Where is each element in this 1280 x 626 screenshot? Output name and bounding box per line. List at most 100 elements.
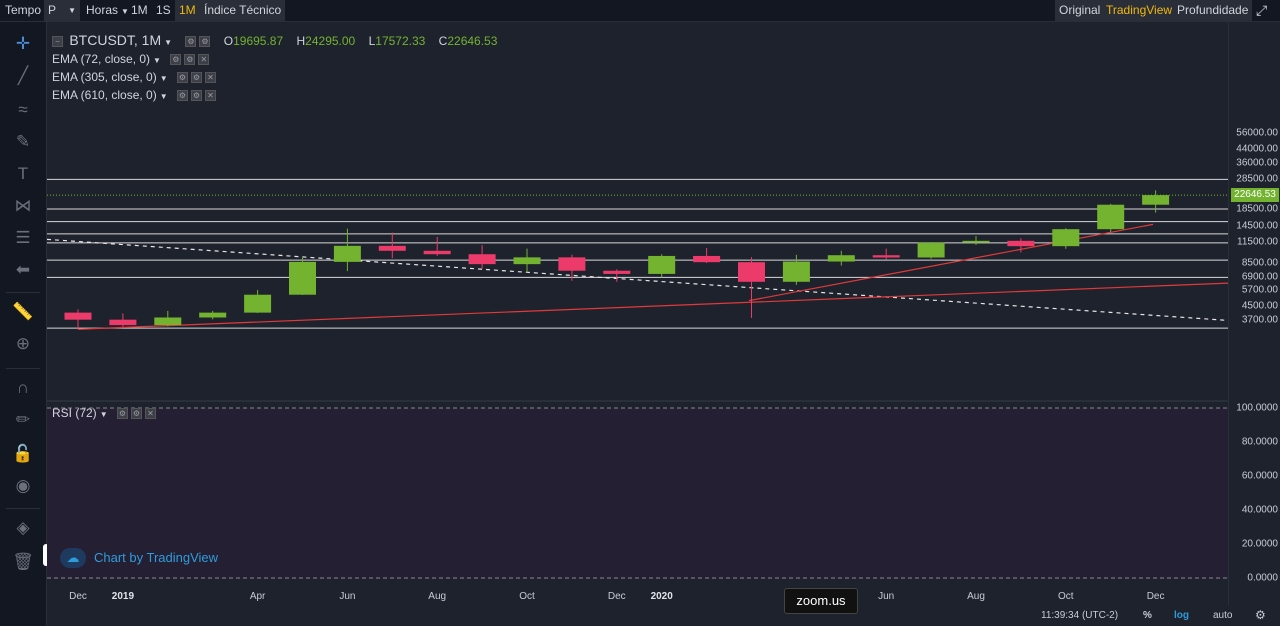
time-tick-label: Apr [249, 591, 266, 602]
time-tick-label: 2020 [650, 591, 673, 602]
chevron-down-icon[interactable]: ▼ [159, 74, 168, 83]
close-icon[interactable]: ✕ [198, 54, 210, 66]
style-select[interactable]: P ▼ [44, 0, 80, 21]
close-icon[interactable]: ✕ [204, 90, 216, 102]
prediction-icon[interactable]: ☰ [15, 228, 31, 247]
chevron-down-icon: ▼ [121, 7, 129, 16]
candle [872, 248, 900, 260]
candle [782, 254, 810, 285]
candle [468, 245, 496, 269]
price-tick-label: 8500.00 [1241, 257, 1278, 268]
candle-body [244, 294, 272, 313]
settings-icon[interactable]: ⚙ [170, 54, 182, 66]
time-tick-label: Dec [1146, 591, 1165, 602]
lock-icon[interactable]: 🔓 [12, 444, 34, 463]
settings-icon[interactable]: ⚙ [116, 408, 128, 420]
candle [693, 247, 721, 264]
toolbar-divider [6, 368, 40, 369]
view-original-button[interactable]: Original [1055, 0, 1105, 21]
time-axis[interactable]: Dec2019AprJunAugOctDec2020AprJunAugOctDe… [47, 587, 1228, 607]
source-icon[interactable]: ⚙ [130, 408, 142, 420]
rsi-tick-label: 0.0000 [1247, 572, 1278, 584]
ema-legend-610[interactable]: EMA (610, close, 0) ▼ ⚙ ⚙ ✕ [52, 88, 216, 102]
layers-icon[interactable]: ◈ [16, 518, 30, 537]
candle [244, 289, 272, 313]
time-tick-label: Aug [967, 591, 985, 602]
price-tick-label: 18500.00 [1236, 203, 1278, 215]
candle-body [648, 255, 676, 274]
pattern-icon[interactable]: ⋈ [14, 196, 32, 215]
magnet-icon[interactable]: ∩ [16, 378, 30, 397]
settings-icon[interactable]: ⚙ [176, 72, 188, 84]
interval-dropdown[interactable]: Horas ▼ [86, 3, 129, 17]
text-icon[interactable]: T [17, 164, 29, 183]
candle-body [109, 319, 137, 326]
candle-body [289, 261, 316, 295]
fullscreen-icon[interactable]: ⤢ [1256, 2, 1268, 18]
settings-icon[interactable]: ⚙ [1255, 608, 1266, 622]
indicators-button[interactable]: Índice Técnico [200, 0, 286, 21]
ruler-icon[interactable]: 📏 [12, 302, 34, 321]
panel-collapse-handle[interactable] [43, 544, 49, 566]
candle [1097, 203, 1125, 232]
candle-body [872, 255, 900, 258]
tradingview-attribution[interactable]: ☁ Chart by TradingView [60, 548, 218, 568]
interval-1month-button[interactable]: 1M [175, 0, 200, 21]
candle-body [378, 245, 406, 251]
collapse-icon[interactable]: − [52, 36, 63, 48]
close-icon[interactable]: ✕ [144, 408, 156, 420]
candle-body [1097, 204, 1125, 230]
ema-legend-305[interactable]: EMA (305, close, 0) ▼ ⚙ ⚙ ✕ [52, 70, 216, 84]
chart-pane[interactable]: − BTCUSDT, 1M ▼ ⚙ ⚙ O19695.87 H24295.00 L1… [46, 22, 1229, 605]
rsi-legend[interactable]: RSI (72) ▼ ⚙ ⚙ ✕ [52, 406, 156, 420]
time-tick-label: Jun [339, 591, 356, 602]
candle [109, 313, 137, 327]
time-tick-label: Dec [607, 591, 626, 602]
time-tick-label: Oct [1058, 591, 1074, 602]
eye-icon[interactable]: ◉ [15, 476, 31, 495]
interval-1m-button[interactable]: 1M [131, 3, 148, 17]
settings-icon[interactable]: ⚙ [185, 36, 197, 48]
top-toolbar: Tempo P ▼ Horas ▼ 1M 1S 1M Índice Técnico … [0, 0, 1280, 22]
open-value: 19695.87 [233, 34, 284, 48]
chevron-down-icon[interactable]: ▼ [99, 410, 108, 419]
view-tradingview-button[interactable]: TradingView [1102, 0, 1177, 21]
settings-icon[interactable]: ⚙ [176, 90, 188, 102]
symbol-name[interactable]: BTCUSDT, 1M [69, 32, 162, 48]
pencil-lock-icon[interactable]: ✏ [15, 410, 31, 429]
price-chart-svg [46, 22, 1229, 579]
source-icon[interactable]: ⚙ [184, 54, 196, 66]
chevron-down-icon[interactable]: ▼ [153, 56, 161, 65]
crosshair-icon[interactable]: ✛ [15, 34, 31, 53]
candle [603, 269, 631, 282]
source-icon[interactable]: ⚙ [190, 90, 202, 102]
price-axis[interactable]: 56000.00 44000.00 36000.00 28500.00 18500.00… [1228, 22, 1280, 605]
candle [333, 228, 361, 272]
percent-toggle[interactable]: % [1143, 610, 1152, 621]
candle-body [782, 261, 810, 282]
interval-1s-button[interactable]: 1S [156, 3, 171, 17]
candle-body [1142, 195, 1170, 205]
brush-icon[interactable]: ✎ [15, 132, 31, 151]
source-icon[interactable]: ⚙ [199, 36, 211, 48]
price-pane-bg [47, 22, 1228, 394]
back-arrow-icon[interactable]: ⬅ [15, 260, 31, 279]
auto-toggle[interactable]: auto [1213, 610, 1233, 621]
chevron-down-icon[interactable]: ▼ [159, 92, 168, 101]
fib-icon[interactable]: ≈ [18, 100, 28, 119]
toolbar-divider [6, 508, 40, 509]
chevron-down-icon[interactable]: ▼ [164, 38, 173, 47]
trendline-icon[interactable]: ╱ [17, 66, 29, 85]
time-tick-label: Aug [428, 591, 447, 602]
time-tick-label: 2019 [111, 591, 135, 602]
zoom-in-icon[interactable]: ⊕ [15, 334, 31, 353]
close-icon[interactable]: ✕ [204, 72, 216, 84]
dashed-trendline [46, 238, 1229, 322]
source-icon[interactable]: ⚙ [190, 72, 202, 84]
view-depth-button[interactable]: Profundidade [1173, 0, 1253, 21]
ema-legend-72[interactable]: EMA (72, close, 0) ▼ ⚙ ⚙ ✕ [52, 52, 210, 66]
rising-trendline [748, 223, 1154, 302]
trash-icon[interactable]: 🗑 [12, 552, 34, 571]
log-toggle[interactable]: log [1174, 610, 1189, 621]
candle-body [423, 250, 451, 255]
